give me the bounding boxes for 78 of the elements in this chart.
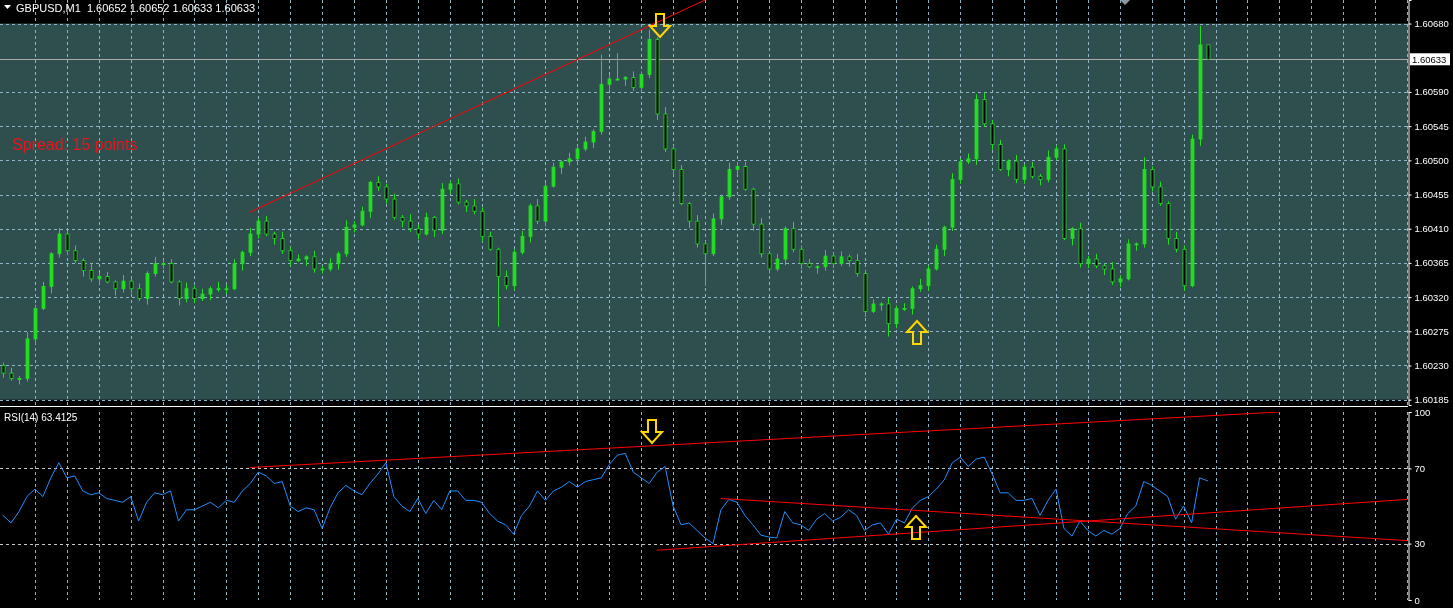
candlestick xyxy=(57,227,62,259)
candlestick xyxy=(1046,149,1051,183)
y-tick-label: 1.60680 xyxy=(1414,18,1449,30)
candlestick xyxy=(456,178,461,205)
candlestick xyxy=(894,304,899,329)
y-tick-label: 30 xyxy=(1414,538,1426,550)
candlestick xyxy=(591,128,596,149)
candlestick xyxy=(504,270,509,290)
candlestick xyxy=(535,198,540,225)
y-tick-label: 1.60185 xyxy=(1414,394,1449,406)
chart-title: RSI(14) 63.4125 xyxy=(4,412,78,423)
candlestick xyxy=(1022,163,1027,185)
candlestick xyxy=(41,281,46,311)
y-tick-label: 1.60590 xyxy=(1414,86,1449,98)
candlestick xyxy=(910,285,915,316)
candlestick xyxy=(615,52,620,82)
candlestick xyxy=(958,158,963,185)
candlestick xyxy=(153,256,158,278)
candlestick xyxy=(1014,154,1019,184)
candlestick xyxy=(1158,181,1163,207)
candlestick xyxy=(671,144,676,176)
y-tick-label: 1.60320 xyxy=(1414,291,1449,303)
candlestick xyxy=(1070,226,1075,246)
candlestick xyxy=(990,119,995,151)
candlestick xyxy=(177,279,182,306)
candlestick xyxy=(631,70,636,92)
candlestick xyxy=(926,264,931,292)
candlestick xyxy=(280,231,285,255)
y-tick-label: 1.60545 xyxy=(1414,120,1449,132)
chart-title: GBPUSD,M1 1.60652 1.60652 1.60633 1.60633 xyxy=(16,2,256,14)
candlestick xyxy=(855,253,860,278)
candlestick xyxy=(639,70,644,93)
candlestick xyxy=(81,257,86,278)
candlestick xyxy=(488,231,493,252)
line-series xyxy=(2,452,1209,545)
candlestick xyxy=(336,251,341,271)
candlestick xyxy=(1174,231,1179,253)
candlestick xyxy=(169,258,174,284)
y-tick-label: 1.60455 xyxy=(1414,189,1449,201)
y-tick-label: 1.60275 xyxy=(1414,325,1449,337)
candlestick xyxy=(384,183,389,205)
candlestick xyxy=(942,225,947,257)
annotation: Spread: 15 points xyxy=(12,136,138,153)
candlestick xyxy=(1150,165,1155,192)
ref-line-label: 1.60633 xyxy=(1412,54,1447,66)
candlestick xyxy=(520,230,525,256)
candlestick xyxy=(551,162,556,189)
candlestick xyxy=(703,240,708,287)
y-tick-label: 100 xyxy=(1414,406,1431,418)
candlestick xyxy=(719,194,724,226)
y-tick-label: 70 xyxy=(1414,462,1426,474)
y-tick-label: 1.60230 xyxy=(1414,360,1449,372)
candlestick xyxy=(432,215,437,238)
candlestick xyxy=(1110,261,1115,286)
candlestick xyxy=(799,244,804,270)
candlestick xyxy=(687,201,692,229)
y-tick-label: 1.60500 xyxy=(1414,154,1449,166)
candlestick xyxy=(767,250,772,275)
candlestick xyxy=(184,282,189,303)
candlestick xyxy=(288,246,293,267)
candlestick xyxy=(886,297,891,338)
candlestick xyxy=(264,215,269,237)
candlestick xyxy=(312,250,317,274)
candlestick xyxy=(743,161,748,192)
y-tick-label: 1.60365 xyxy=(1414,257,1449,269)
y-tick-label: 1.60410 xyxy=(1414,223,1449,235)
candlestick xyxy=(89,263,94,283)
candlestick xyxy=(65,230,70,256)
candlestick xyxy=(934,244,939,272)
candlestick xyxy=(392,193,397,221)
candlestick xyxy=(695,214,700,249)
candlestick xyxy=(256,217,261,240)
candlestick xyxy=(248,227,253,257)
candlestick xyxy=(424,212,429,237)
candlestick xyxy=(791,221,796,253)
y-tick-label: 0 xyxy=(1414,594,1420,606)
candlestick xyxy=(823,249,828,272)
candlestick xyxy=(240,250,245,272)
